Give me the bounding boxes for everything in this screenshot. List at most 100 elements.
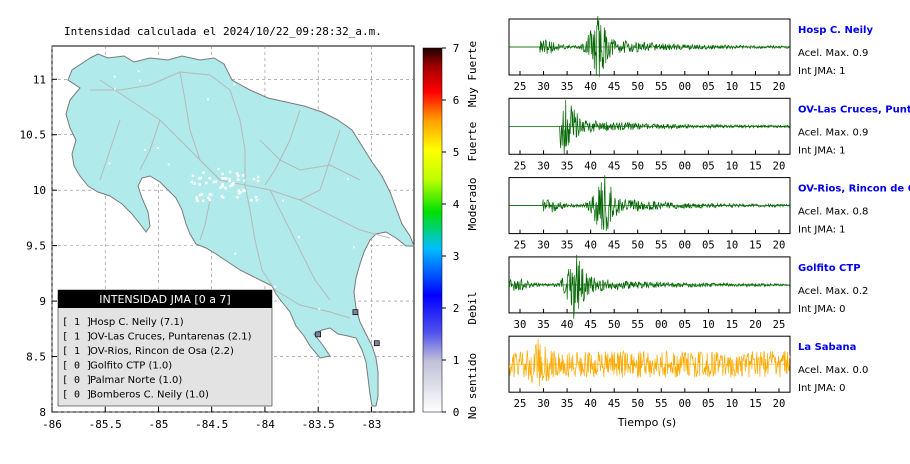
city-dot: [221, 172, 224, 176]
waveform-tick-label: 00: [678, 398, 691, 410]
city-dot: [231, 184, 234, 187]
road: [244, 184, 351, 319]
map-xtick-label: -84.5: [195, 418, 228, 431]
city-dot: [224, 177, 228, 180]
city-dot: [208, 193, 212, 196]
waveform-tick-label: 55: [655, 398, 668, 410]
waveform-tick-label: 20: [773, 240, 786, 252]
city-dot: [190, 180, 193, 184]
waveform-tick-label: 05: [702, 398, 715, 410]
waveform-tick-label: 15: [749, 160, 762, 172]
waveform-tick-label: 10: [726, 398, 739, 410]
city-dot: [228, 179, 231, 183]
legend-entry-label: Hosp C. Neily (7.1): [90, 317, 184, 328]
waveform-xlabel: Tiempo (s): [617, 416, 676, 429]
station-accel: Acel. Max. 0.9: [798, 48, 868, 59]
station-int-jma: Int JMA: 1: [798, 145, 846, 156]
waveform-tick-label: 45: [608, 160, 621, 172]
city-dot: [352, 246, 355, 249]
city-dot: [228, 177, 231, 180]
waveform-panel: 25 30 35 40 45 50 55 00 05 10 15 20 OV-Las Cruces, P…: [508, 97, 910, 172]
waveform-trace: [509, 175, 791, 231]
city-dot: [198, 177, 201, 180]
city-dot: [191, 174, 195, 178]
waveform-tick-label: 20: [773, 81, 786, 93]
colorbar-class-label: Moderado: [466, 178, 479, 231]
station-markers: [315, 309, 380, 347]
legend-title: INTENSIDAD JMA [0 a 7]: [99, 293, 230, 306]
city-dot: [114, 87, 116, 90]
waveform-trace: [508, 254, 791, 319]
map-xtick-label: -83.5: [302, 418, 335, 431]
waveform-tick-label: 40: [584, 398, 597, 410]
waveform-tick-label: 45: [608, 81, 621, 93]
city-dot: [228, 170, 232, 174]
city-dot: [239, 190, 242, 194]
city-dot: [108, 162, 111, 165]
station-int-jma: Int JMA: 0: [798, 383, 846, 394]
waveform-tick-label: 30: [537, 398, 550, 410]
map-ytick-label: 8.5: [26, 351, 46, 364]
city-dot: [205, 181, 208, 185]
city-dot: [256, 179, 260, 183]
city-dot: [208, 198, 212, 202]
waveform-tick-label: 35: [561, 398, 574, 410]
city-dot: [234, 252, 237, 255]
city-dot: [201, 199, 205, 203]
road: [179, 71, 221, 181]
map-ytick-label: 9.5: [26, 240, 46, 253]
road: [259, 139, 361, 181]
city-dot: [92, 266, 95, 269]
waveform-tick-label: 50: [631, 160, 644, 172]
city-dot: [193, 182, 196, 185]
waveform-tick-label: 05: [678, 319, 691, 331]
waveform-tick-label: 10: [726, 240, 739, 252]
city-dot: [318, 307, 321, 310]
city-dot: [220, 262, 223, 265]
city-dot: [221, 177, 224, 180]
road-network: [90, 71, 391, 319]
waveform-tick-label: 55: [655, 240, 668, 252]
colorbar-tick-label: 3: [453, 250, 460, 263]
city-dot: [138, 79, 141, 82]
waveform-tick-label: 55: [655, 81, 668, 93]
waveform-tick-label: 50: [631, 398, 644, 410]
legend-entry-label: Bomberos C. Neily (1.0): [90, 390, 209, 401]
city-dots: [92, 70, 355, 330]
colorbar-tick-label: 5: [453, 146, 460, 159]
city-dot: [202, 171, 205, 174]
waveform-tick-label: 20: [749, 319, 762, 331]
city-dot: [207, 98, 209, 101]
colorbar-class-label: Fuerte: [466, 122, 479, 162]
waveform-tick-label: 10: [726, 160, 739, 172]
colorbar-class-label: Debil: [466, 291, 479, 324]
legend-entry-code: [ 1 ]: [62, 332, 92, 343]
colorbar-tick-label: 6: [453, 94, 460, 107]
colorbar-class-label: Muy Fuerte: [466, 41, 479, 107]
waveform-tick-label: 40: [584, 81, 597, 93]
city-dot: [221, 183, 225, 186]
waveform-tick-label: 05: [702, 240, 715, 252]
city-dot: [144, 149, 146, 151]
colorbar-tick-label: 7: [453, 42, 460, 55]
city-dot: [346, 178, 349, 181]
road: [199, 199, 211, 241]
legend-entry-label: OV-Rios, Rincon de Osa (2.2): [90, 346, 234, 357]
legend-entry-code: [ 1 ]: [62, 317, 92, 328]
city-dot: [200, 193, 204, 196]
city-dot: [171, 197, 174, 199]
waveform-tick-label: 05: [702, 160, 715, 172]
city-dot: [206, 196, 210, 199]
city-dot: [195, 196, 198, 199]
city-dot: [221, 196, 225, 199]
city-dot: [236, 172, 239, 175]
city-dot: [156, 285, 159, 288]
waveform-tick-label: 45: [584, 319, 597, 331]
colorbar-tick-label: 2: [453, 302, 460, 315]
legend-entry-label: OV-Las Cruces, Puntarenas (2.1): [90, 332, 252, 343]
station-name: Golfito CTP: [798, 263, 861, 274]
waveform-panel: 25 30 35 40 45 50 55 00 05 10 15 20 OV-Rios, Rincon …: [508, 175, 910, 252]
city-dot: [208, 177, 211, 180]
city-dot: [219, 186, 222, 189]
